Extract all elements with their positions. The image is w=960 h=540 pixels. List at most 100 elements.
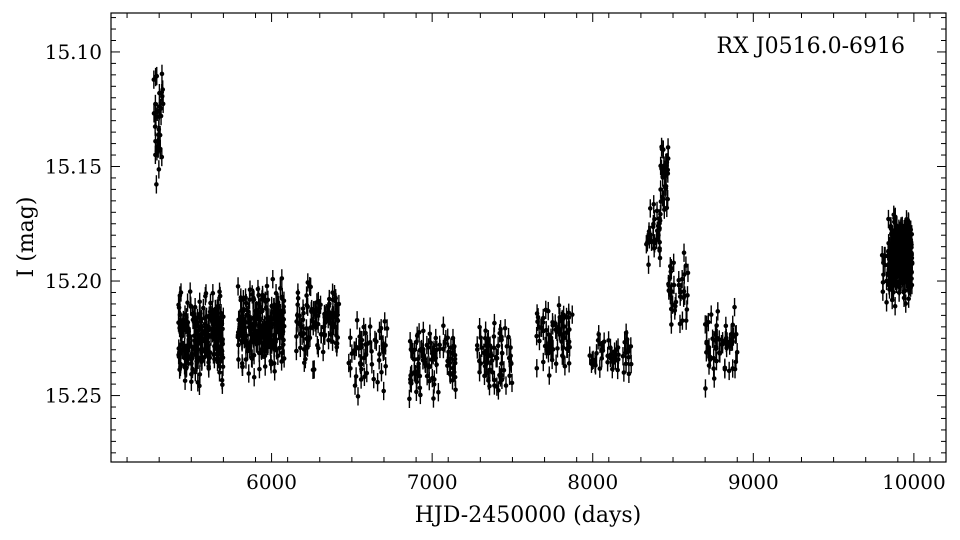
data-point — [626, 348, 631, 367]
data-point — [246, 364, 252, 383]
data-point — [508, 352, 513, 371]
data-point — [241, 299, 246, 319]
data-point — [243, 293, 249, 313]
data-point — [188, 297, 194, 316]
data-point — [596, 325, 602, 344]
data-point — [628, 354, 634, 374]
data-point — [728, 325, 734, 344]
data-point — [658, 192, 664, 211]
data-point — [159, 147, 165, 167]
data-point — [348, 328, 353, 347]
data-point — [719, 335, 724, 354]
data-point — [448, 338, 454, 357]
data-point — [545, 301, 551, 321]
data-point — [318, 295, 323, 314]
data-point — [239, 331, 245, 351]
data-point — [662, 200, 667, 219]
data-point — [325, 309, 331, 329]
data-point — [305, 273, 311, 292]
data-point — [192, 337, 198, 356]
data-point — [437, 335, 442, 355]
data-point — [681, 282, 687, 301]
data-point — [157, 125, 163, 145]
data-point — [316, 291, 321, 311]
data-point — [662, 167, 668, 186]
data-point — [297, 306, 302, 325]
data-point — [241, 322, 247, 341]
data-point — [156, 160, 162, 179]
data-point — [354, 311, 360, 330]
plot-frame — [110, 12, 947, 463]
data-point — [433, 328, 439, 348]
data-point — [429, 368, 435, 388]
data-point — [329, 308, 335, 327]
data-point — [594, 344, 599, 363]
data-point — [553, 354, 559, 373]
data-point — [353, 337, 359, 357]
data-point — [566, 354, 572, 373]
data-point — [199, 343, 204, 362]
data-point — [671, 275, 677, 295]
data-point — [651, 195, 657, 214]
data-point — [264, 276, 270, 296]
data-point — [316, 339, 321, 358]
data-point — [733, 325, 739, 344]
data-point — [732, 297, 737, 317]
data-point — [335, 311, 341, 330]
data-point — [452, 368, 458, 387]
data-point — [383, 357, 388, 376]
data-point — [477, 317, 482, 337]
data-point — [623, 323, 629, 342]
data-point — [320, 342, 326, 362]
data-point — [251, 368, 257, 387]
data-point — [178, 355, 183, 374]
data-point — [537, 331, 542, 351]
data-point — [898, 234, 904, 253]
data-point — [681, 243, 687, 262]
data-point — [644, 235, 649, 254]
data-point — [278, 279, 283, 298]
data-point — [494, 377, 500, 396]
data-point — [270, 270, 276, 289]
data-point — [321, 317, 326, 337]
data-point — [499, 370, 505, 390]
data-point — [371, 369, 377, 389]
x-tick-label: 7000 — [407, 470, 458, 494]
data-point — [295, 289, 301, 308]
data-point — [210, 300, 215, 320]
data-point — [178, 283, 184, 302]
data-point — [475, 340, 480, 359]
data-point — [238, 290, 244, 310]
x-axis-label: HJD-2450000 (days) — [415, 503, 642, 528]
data-point — [247, 290, 252, 309]
data-point — [621, 363, 627, 382]
data-point — [205, 341, 211, 361]
data-point — [654, 201, 660, 221]
data-point — [654, 230, 659, 249]
data-point — [154, 175, 159, 194]
data-point — [723, 316, 729, 336]
data-point — [535, 312, 540, 331]
data-point — [357, 327, 362, 346]
data-point — [708, 305, 714, 324]
data-point — [727, 336, 732, 355]
data-point — [351, 341, 357, 360]
data-point — [176, 339, 182, 358]
data-point — [218, 304, 224, 323]
x-tick-label: 9000 — [728, 470, 779, 494]
data-point — [332, 304, 338, 323]
data-point — [680, 311, 685, 330]
data-point — [362, 367, 367, 387]
data-point — [626, 364, 632, 384]
data-point — [540, 352, 546, 372]
data-point — [315, 314, 321, 334]
data-point — [264, 315, 269, 335]
data-point — [218, 351, 223, 370]
data-point — [889, 280, 895, 299]
data-point — [303, 349, 308, 369]
x-tick-label: 6000 — [246, 470, 297, 494]
data-point — [903, 254, 909, 273]
data-point — [364, 363, 370, 383]
data-point — [502, 319, 508, 338]
data-point — [486, 346, 491, 365]
